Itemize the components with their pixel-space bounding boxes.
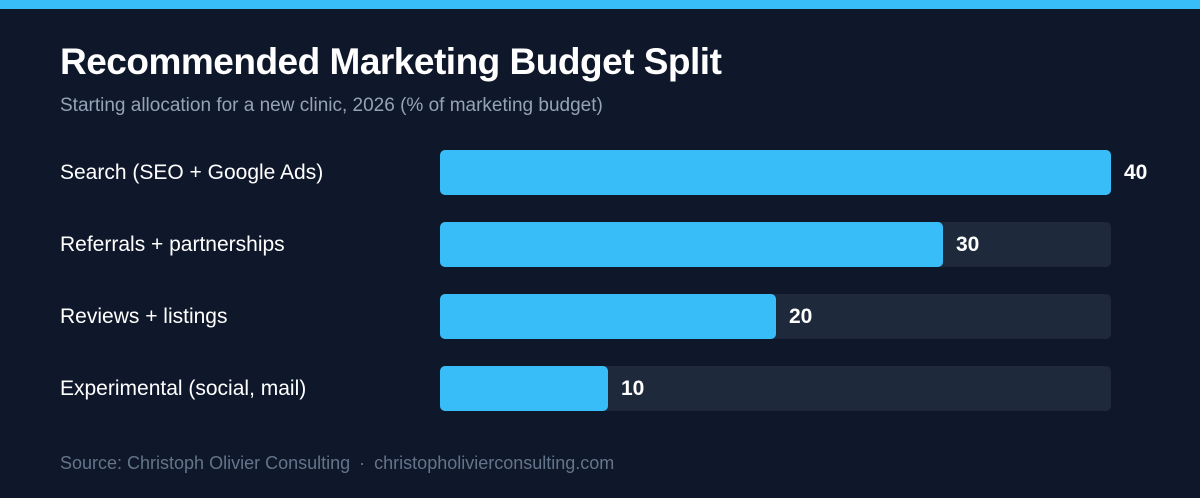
bar <box>440 366 608 411</box>
bar-track <box>440 294 1111 339</box>
bar <box>440 222 943 267</box>
source-website: christopholivierconsulting.com <box>374 453 615 473</box>
chart-title: Recommended Marketing Budget Split <box>60 41 722 82</box>
bar-track <box>440 150 1111 195</box>
source-note: Source: Christoph Olivier Consulting · c… <box>60 453 614 474</box>
value-label: 30 <box>956 233 980 256</box>
value-label: 40 <box>1124 161 1148 184</box>
bar-row: Referrals + partnerships 30 <box>0 222 1200 267</box>
source-separator: · <box>359 453 366 473</box>
bar-row: Experimental (social, mail) 10 <box>0 366 1200 411</box>
chart-subtitle: Starting allocation for a new clinic, 20… <box>60 95 603 116</box>
category-label: Reviews + listings <box>60 305 228 328</box>
category-label: Referrals + partnerships <box>60 233 285 256</box>
bar <box>440 294 776 339</box>
top-accent-bar <box>0 0 1200 9</box>
value-label: 10 <box>621 377 645 400</box>
bar-track <box>440 222 1111 267</box>
source-text: Source: Christoph Olivier Consulting <box>60 453 351 473</box>
value-label: 20 <box>789 305 813 328</box>
category-label: Experimental (social, mail) <box>60 377 307 400</box>
bar-row: Reviews + listings 20 <box>0 294 1200 339</box>
category-label: Search (SEO + Google Ads) <box>60 161 324 184</box>
bar <box>440 150 1111 195</box>
bar-track <box>440 366 1111 411</box>
bar-row: Search (SEO + Google Ads) 40 <box>0 150 1200 195</box>
